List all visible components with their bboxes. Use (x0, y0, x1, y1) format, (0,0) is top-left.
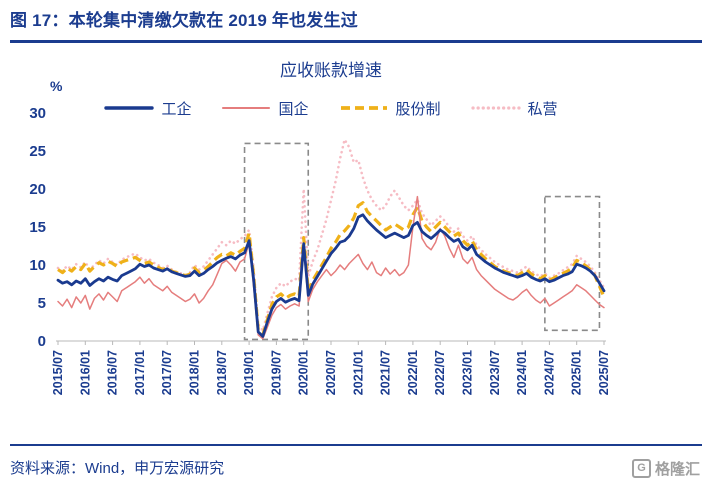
x-tick-label: 2024/01 (515, 350, 529, 395)
x-tick-label: 2015/07 (51, 350, 65, 395)
x-tick-label: 2023/01 (461, 350, 475, 395)
chart-legend: 工企 国企 股份制 私营 (58, 97, 604, 119)
chart-title: 应收账款增速 (280, 61, 382, 80)
legend-line-sample (340, 106, 387, 110)
x-tick-label: 2019/07 (269, 350, 283, 395)
y-tick-label: 0 (38, 333, 46, 350)
gelonghui-logo-text: 格隆汇 (654, 461, 700, 478)
highlight-box (243, 142, 310, 341)
x-tick-label: 2023/07 (488, 350, 502, 395)
y-axis-unit-label: % (50, 78, 63, 94)
x-tick-label: 2016/01 (78, 350, 92, 395)
legend-item-0: 工企 (104, 98, 191, 119)
legend-label: 私营 (527, 100, 558, 118)
y-tick-label: 15 (29, 219, 46, 236)
x-tick-label: 2018/07 (215, 350, 229, 395)
legend-label: 工企 (161, 100, 192, 118)
legend-line-sample (104, 106, 155, 110)
x-tick-label: 2025/07 (597, 350, 611, 395)
x-tick-label: 2025/01 (570, 350, 584, 395)
legend-item-2: 股份制 (339, 98, 441, 119)
legend-label: 股份制 (395, 100, 441, 118)
gelonghui-logo-icon: G (631, 459, 651, 478)
legend-label: 国企 (278, 100, 309, 118)
x-tick-label: 2020/07 (324, 350, 338, 395)
x-tick-label: 2022/01 (406, 350, 420, 395)
x-tick-label: 2021/01 (351, 350, 365, 395)
x-tick-label: 2022/07 (433, 350, 447, 395)
y-tick-label: 10 (29, 257, 46, 274)
footer-divider (10, 444, 702, 446)
x-tick-label: 2020/01 (297, 350, 311, 395)
x-tick-label: 2017/01 (133, 350, 147, 395)
gelonghui-logo: G 格隆汇 (631, 458, 700, 479)
y-tick-label: 5 (38, 295, 46, 312)
x-tick-label: 2024/07 (542, 350, 556, 395)
y-tick-label: 20 (29, 181, 46, 198)
x-tick-label: 2016/07 (106, 350, 120, 395)
series-line-solid-thick (56, 213, 606, 338)
legend-line-sample (470, 106, 521, 110)
legend-item-1: 国企 (221, 98, 309, 119)
x-tick-label: 2018/01 (188, 350, 202, 395)
x-tick-label: 2017/07 (160, 350, 174, 395)
highlight-box (544, 195, 601, 332)
series-line-solid-thin (57, 195, 605, 340)
figure-title: 图 17：本轮集中清缴欠款在 2019 年也发生过 (10, 6, 702, 43)
y-tick-label: 30 (29, 105, 46, 122)
x-tick-label: 2019/01 (242, 350, 256, 395)
legend-line-sample (222, 106, 271, 110)
series-line-dotted (56, 138, 606, 332)
y-tick-label: 25 (29, 143, 46, 160)
legend-item-3: 私营 (470, 98, 558, 119)
source-note: 资料来源：Wind，申万宏源研究 (10, 460, 225, 477)
x-tick-label: 2021/07 (379, 350, 393, 395)
series-line-dashed (57, 201, 606, 337)
